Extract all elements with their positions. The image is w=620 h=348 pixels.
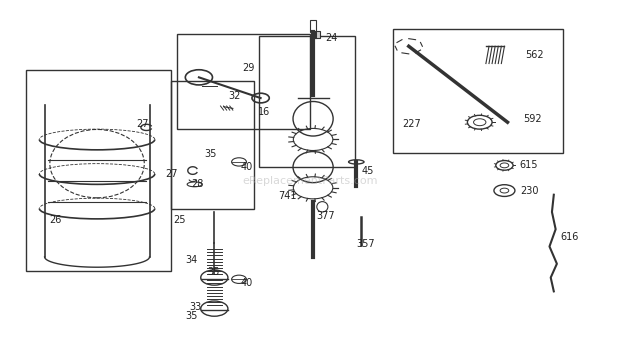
Text: 615: 615 [520,160,538,171]
Text: 35: 35 [204,149,216,159]
Text: 16: 16 [257,107,270,117]
Text: 34: 34 [185,255,198,265]
Text: 35: 35 [185,310,198,321]
Text: 27: 27 [136,119,148,129]
Text: 227: 227 [402,119,422,129]
Text: eReplacementParts.com: eReplacementParts.com [242,176,378,186]
Text: 25: 25 [173,215,185,224]
Text: 29: 29 [242,63,254,73]
Text: 377: 377 [316,212,335,221]
Text: 741: 741 [278,191,296,201]
Text: 28: 28 [191,179,203,189]
Text: 26: 26 [49,215,61,225]
Text: 230: 230 [520,185,538,196]
Text: 357: 357 [356,239,375,249]
Text: 45: 45 [362,166,374,175]
Text: 40: 40 [241,162,253,172]
Text: 27: 27 [165,169,177,179]
Text: 35: 35 [207,267,219,277]
Text: 562: 562 [525,50,543,60]
Text: 40: 40 [241,278,253,288]
Bar [310,21,316,32]
Text: 616: 616 [560,232,578,242]
Text: 32: 32 [229,91,241,101]
Text: 24: 24 [326,33,338,43]
Text: 592: 592 [523,114,541,124]
Text: 33: 33 [190,302,202,312]
Bar [312,31,320,38]
